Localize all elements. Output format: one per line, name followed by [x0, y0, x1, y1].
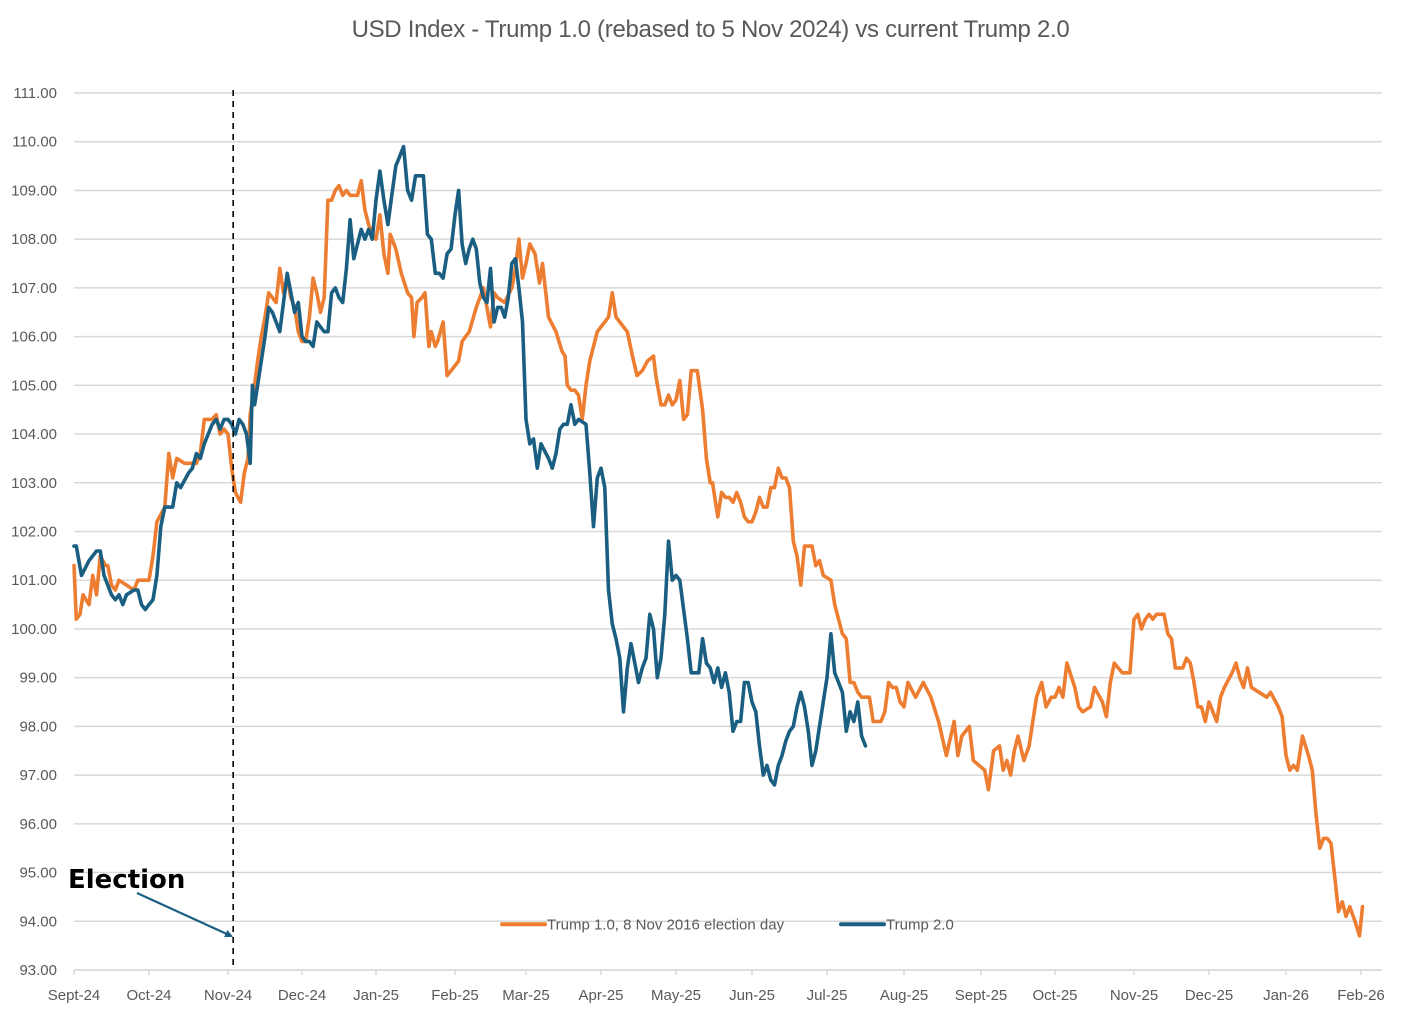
series-line-trump-2 — [72, 144, 868, 787]
legend-label-trump-2: Trump 2.0 — [886, 916, 954, 933]
y-tick-label: 108.00 — [11, 231, 57, 248]
chart-title: USD Index - Trump 1.0 (rebased to 5 Nov … — [351, 16, 1070, 43]
election-arrow — [136, 891, 233, 938]
x-axis: Sept-24 Oct-24 Nov-24 Dec-24 Jan-25 Feb-25 Mar… — [48, 969, 1385, 1004]
y-axis-ticks: 93.00 94.00 95.00 96.00 97.00 98.00 99.00 100.0… — [11, 85, 57, 979]
x-tick-label: Feb-26 — [1337, 987, 1385, 1004]
x-tick-label: Mar-25 — [502, 987, 550, 1004]
y-tick-label: 103.00 — [11, 475, 57, 492]
y-tick-label: 98.00 — [19, 718, 57, 735]
series-lines — [72, 144, 1365, 938]
x-tick-label: Sept-25 — [955, 987, 1008, 1004]
legend-label-trump-1: Trump 1.0, 8 Nov 2016 election day — [547, 916, 785, 933]
y-tick-label: 107.00 — [11, 280, 57, 297]
x-tick-label: May-25 — [651, 987, 701, 1004]
x-tick-label: Nov-25 — [1110, 987, 1158, 1004]
x-tick-label: Jan-26 — [1263, 987, 1309, 1004]
y-tick-label: 99.00 — [19, 670, 57, 687]
y-tick-label: 104.00 — [11, 426, 57, 443]
x-tick-label: Sept-24 — [48, 987, 101, 1004]
y-tick-label: 105.00 — [11, 377, 57, 394]
election-marker — [136, 90, 234, 970]
x-tick-label: Nov-24 — [204, 987, 252, 1004]
x-tick-label: Aug-25 — [880, 987, 928, 1004]
series-line-trump-1 — [72, 178, 1365, 938]
y-tick-label: 97.00 — [19, 767, 57, 784]
x-tick-label: Oct-25 — [1032, 987, 1077, 1004]
y-tick-label: 94.00 — [19, 913, 57, 930]
x-tick-label: Dec-24 — [278, 987, 326, 1004]
y-tick-label: 101.00 — [11, 572, 57, 589]
y-tick-label: 110.00 — [12, 134, 57, 151]
x-tick-label: Feb-25 — [431, 987, 479, 1004]
y-tick-label: 100.00 — [11, 621, 57, 638]
y-tick-label: 93.00 — [19, 962, 57, 979]
x-tick-label: Dec-25 — [1185, 987, 1233, 1004]
y-tick-label: 95.00 — [19, 865, 57, 882]
legend: Trump 1.0, 8 Nov 2016 election day Trump… — [500, 916, 954, 933]
y-tick-label: 102.00 — [11, 524, 57, 541]
y-tick-label: 109.00 — [11, 182, 57, 199]
election-annotation: Election — [68, 865, 185, 895]
x-tick-label: Apr-25 — [578, 987, 623, 1004]
y-tick-label: 106.00 — [11, 329, 57, 346]
gridlines — [74, 92, 1382, 971]
y-tick-label: 111.00 — [13, 85, 57, 102]
x-tick-label: Oct-24 — [126, 987, 171, 1004]
x-tick-label: Jan-25 — [353, 987, 399, 1004]
y-tick-label: 96.00 — [19, 816, 57, 833]
x-tick-label: Jul-25 — [807, 987, 848, 1004]
x-tick-label: Jun-25 — [729, 987, 775, 1004]
